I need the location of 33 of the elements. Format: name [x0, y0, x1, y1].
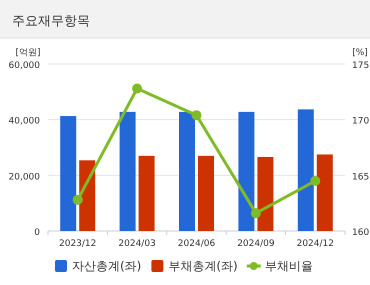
y-tick-label: 20,000	[8, 172, 40, 182]
y2-tick-label: 175	[352, 61, 370, 71]
bar	[316, 154, 333, 231]
y2-axis-title: [%]	[352, 48, 368, 58]
bar	[298, 109, 314, 231]
x-tick-label: 2023/12	[59, 239, 96, 249]
bar	[179, 112, 195, 231]
legend-label: 부채총계(좌)	[168, 259, 238, 273]
point	[250, 208, 261, 218]
y-tick-label: 0	[34, 228, 40, 238]
x-tick-label: 2024/06	[178, 239, 216, 249]
point	[310, 176, 320, 186]
bar	[138, 156, 155, 231]
legend-label: 부채비율	[264, 259, 313, 273]
y2-tick-label: 170	[352, 116, 370, 127]
y-tick-label: 40,000	[8, 116, 40, 127]
legend-label: 자산총계(좌)	[72, 259, 142, 273]
y-tick-label: 60,000	[8, 61, 40, 71]
y2-tick-label: 160	[352, 228, 370, 238]
y2-tick-label: 165	[352, 172, 370, 182]
point	[132, 83, 142, 94]
bar	[60, 116, 76, 231]
bar	[257, 156, 274, 231]
point	[72, 194, 83, 205]
x-tick-label: 2024/03	[118, 239, 156, 249]
bar	[198, 156, 214, 231]
bar	[120, 112, 136, 231]
y-axis-title: [억원]	[15, 48, 41, 58]
x-tick-label: 2024/09	[237, 239, 275, 249]
x-tick-label: 2024/12	[296, 239, 334, 249]
point	[192, 110, 202, 120]
title: 주요재무항목	[12, 14, 90, 29]
bar	[238, 112, 254, 231]
